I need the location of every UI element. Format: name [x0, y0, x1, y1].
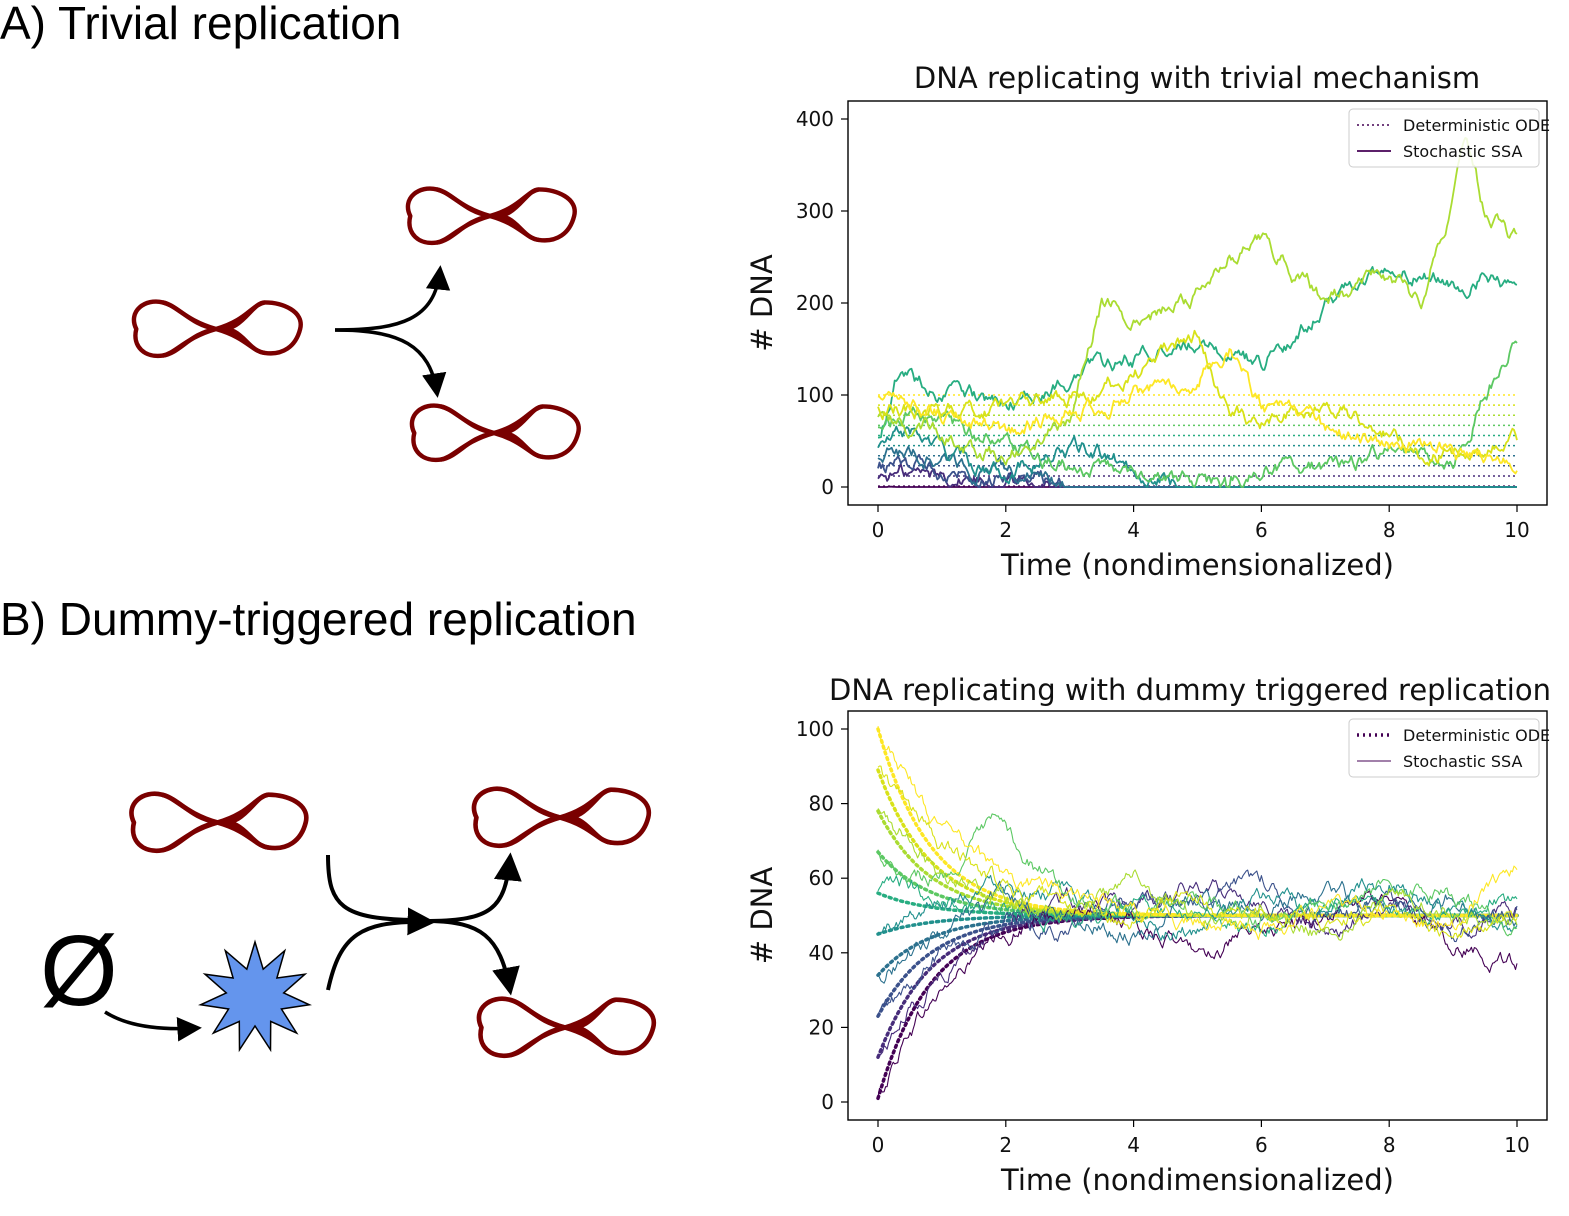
- x-tick-label: 0: [872, 1133, 885, 1157]
- plot-area: [877, 136, 1518, 488]
- panel-b-title: B) Dummy-triggered replication: [0, 593, 637, 645]
- stochastic-ssa-line: [877, 425, 1517, 488]
- dna-plasmid-icon: [134, 302, 301, 356]
- legend-label-stochastic: Stochastic SSA: [1403, 142, 1523, 161]
- y-tick-label: 60: [809, 866, 834, 890]
- y-tick-label: 200: [796, 291, 834, 315]
- y-tick-label: 20: [809, 1015, 834, 1039]
- x-tick-label: 2: [999, 1133, 1012, 1157]
- stochastic-ssa-line: [877, 874, 1518, 941]
- y-axis-label: # DNA: [745, 254, 779, 352]
- y-tick-label: 80: [809, 792, 834, 816]
- x-tick-label: 4: [1127, 1133, 1140, 1157]
- x-axis-label: Time (nondimensionalized): [1000, 1163, 1394, 1197]
- dna-plasmid-icon: [479, 999, 654, 1056]
- legend: Deterministic ODE Stochastic SSA: [1348, 718, 1550, 778]
- legend-box: [1348, 108, 1540, 168]
- stochastic-ssa-line: [877, 265, 1518, 439]
- deterministic-ode-line: [876, 913, 1519, 1101]
- reaction-arrow-icon: [104, 1010, 202, 1042]
- stochastic-ssa-line: [877, 875, 1518, 938]
- legend-label-stochastic: Stochastic SSA: [1403, 752, 1523, 771]
- legend: Deterministic ODE Stochastic SSA: [1348, 108, 1550, 168]
- chart-trivial: DNA replicating with trivial mechanism 0 2…: [745, 61, 1550, 582]
- y-tick-label: 100: [796, 717, 834, 741]
- plot-area: [876, 725, 1519, 1101]
- x-tick-label: 4: [1127, 518, 1140, 542]
- y-tick-label: 300: [796, 199, 834, 223]
- y-tick-label: 400: [796, 107, 834, 131]
- stochastic-ssa-line: [877, 879, 1518, 1057]
- reaction-arrow-icon: [326, 854, 421, 922]
- x-tick-label: 2: [999, 518, 1012, 542]
- dna-plasmid-icon: [408, 189, 575, 243]
- x-axis-label: Time (nondimensionalized): [1000, 548, 1394, 582]
- dna-plasmid-icon: [131, 794, 306, 851]
- dna-plasmid-icon: [412, 406, 579, 460]
- y-tick-label: 40: [809, 941, 834, 965]
- stochastic-ssa-line: [877, 813, 1518, 937]
- x-tick-label: 0: [872, 518, 885, 542]
- y-tick-label: 0: [821, 1090, 834, 1114]
- chart-title: DNA replicating with dummy triggered rep…: [829, 673, 1551, 707]
- stochastic-ssa-line: [877, 725, 1518, 941]
- deterministic-ode-line: [876, 913, 1519, 1059]
- x-tick-label: 8: [1383, 1133, 1396, 1157]
- x-tick-label: 10: [1504, 1133, 1529, 1157]
- diagram-a: [134, 189, 579, 460]
- reaction-arrow-icon: [334, 265, 451, 332]
- y-axis-label: # DNA: [745, 867, 779, 965]
- stochastic-ssa-line: [877, 808, 1518, 941]
- y-tick-label: 0: [821, 475, 834, 499]
- x-tick-label: 8: [1383, 518, 1396, 542]
- null-species-icon: Ø: [40, 915, 118, 1027]
- x-tick-label: 6: [1255, 518, 1268, 542]
- stochastic-ssa-line: [877, 765, 1518, 939]
- dna-plasmid-icon: [474, 789, 649, 846]
- chart-title: DNA replicating with trivial mechanism: [914, 61, 1480, 95]
- diagram-b: Ø: [40, 789, 654, 1056]
- reaction-arrow-icon: [429, 852, 522, 923]
- panel-a-title: A) Trivial replication: [0, 0, 402, 49]
- stochastic-ssa-line: [877, 348, 1518, 475]
- legend-label-deterministic: Deterministic ODE: [1403, 726, 1550, 745]
- dummy-star-icon: [198, 939, 312, 1053]
- stochastic-ssa-line: [877, 136, 1518, 466]
- axes-frame: [847, 710, 1548, 1121]
- y-tick-label: 100: [796, 383, 834, 407]
- legend-box: [1348, 718, 1540, 778]
- chart-dummy: DNA replicating with dummy triggered rep…: [745, 673, 1551, 1197]
- stochastic-ssa-line: [877, 329, 1518, 467]
- reaction-arrow-icon: [326, 907, 436, 991]
- reaction-arrow-icon: [334, 328, 447, 398]
- legend-label-deterministic: Deterministic ODE: [1403, 116, 1550, 135]
- x-tick-label: 10: [1504, 518, 1529, 542]
- x-tick-label: 6: [1255, 1133, 1268, 1157]
- reaction-arrow-icon: [429, 919, 520, 996]
- deterministic-ode-line: [876, 768, 1519, 918]
